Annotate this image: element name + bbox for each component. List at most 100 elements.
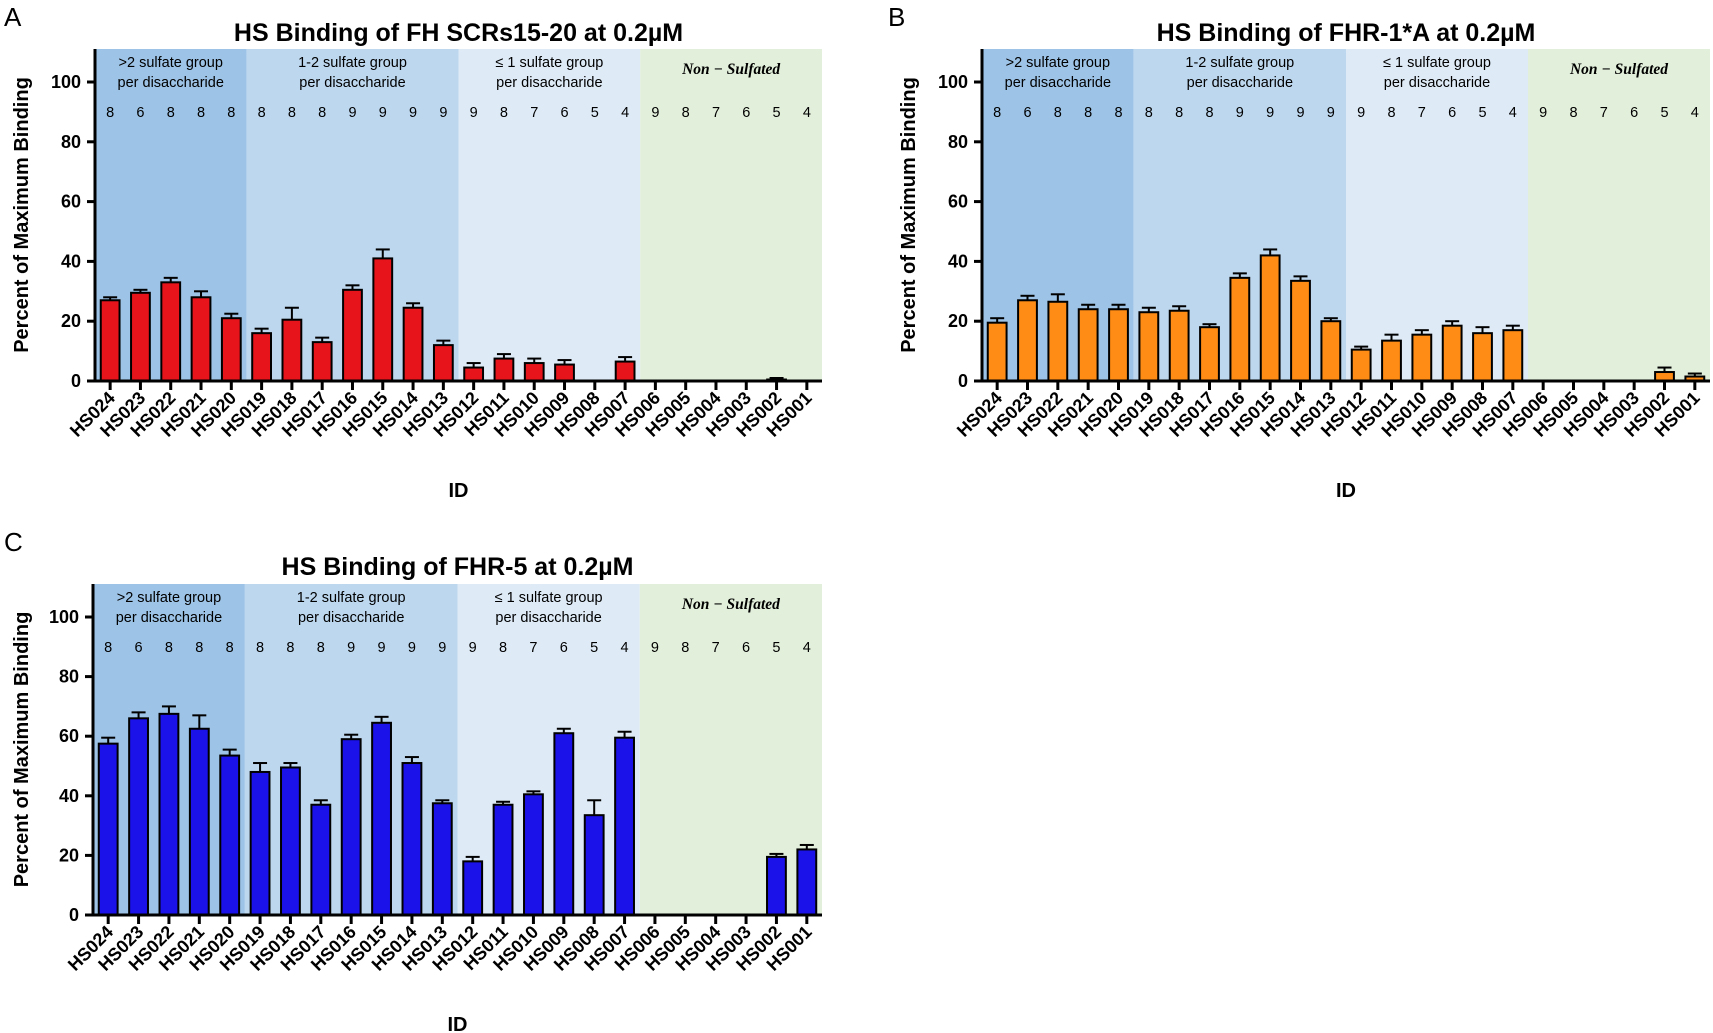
bar bbox=[1229, 276, 1251, 382]
n-label: 9 bbox=[379, 105, 387, 121]
n-label: 9 bbox=[409, 105, 417, 121]
bar bbox=[1077, 308, 1099, 382]
y-tick-label: 40 bbox=[61, 251, 81, 271]
region-label: >2 sulfate group bbox=[117, 590, 221, 606]
n-label: 8 bbox=[104, 640, 112, 656]
bar bbox=[97, 742, 119, 917]
n-label: 8 bbox=[681, 640, 689, 656]
region-label: ≤ 1 sulfate group bbox=[1383, 55, 1491, 71]
bar bbox=[523, 362, 545, 382]
bar bbox=[1259, 254, 1281, 382]
region-background-3 bbox=[1346, 49, 1528, 381]
bar bbox=[99, 299, 121, 382]
n-label: 8 bbox=[1084, 105, 1092, 121]
n-label: 9 bbox=[1266, 105, 1274, 121]
bar bbox=[1199, 326, 1220, 382]
region-background-4 bbox=[1528, 49, 1710, 381]
n-label: 8 bbox=[106, 105, 114, 121]
y-tick-label: 100 bbox=[938, 72, 968, 92]
n-label: 6 bbox=[742, 640, 750, 656]
n-label: 9 bbox=[348, 105, 356, 121]
n-label: 4 bbox=[621, 640, 629, 656]
n-label: 8 bbox=[226, 640, 234, 656]
n-label: 9 bbox=[1357, 105, 1365, 121]
y-tick-label: 80 bbox=[59, 667, 79, 687]
y-tick-label: 100 bbox=[49, 607, 79, 627]
y-tick-label: 20 bbox=[59, 845, 79, 865]
region-label: 1-2 sulfate group bbox=[298, 55, 407, 71]
n-label: 6 bbox=[1630, 105, 1638, 121]
bar bbox=[492, 803, 514, 916]
chart-panel-b: B HS Binding of FHR-1*A at 0.2µM >2 sulfat… bbox=[888, 2, 1710, 502]
panel-letter: C bbox=[4, 527, 23, 557]
n-label: 8 bbox=[318, 105, 326, 121]
region-label: 1-2 sulfate group bbox=[1185, 55, 1294, 71]
region-label: per disaccharide bbox=[1005, 75, 1111, 91]
n-label: 8 bbox=[317, 640, 325, 656]
n-label: 8 bbox=[1205, 105, 1213, 121]
n-label: 7 bbox=[529, 640, 537, 656]
region-background-3 bbox=[457, 584, 640, 915]
n-label: 5 bbox=[590, 640, 598, 656]
n-label: 8 bbox=[1114, 105, 1122, 121]
n-label: 6 bbox=[1448, 105, 1456, 121]
y-tick-label: 60 bbox=[61, 192, 81, 212]
bar bbox=[130, 291, 151, 383]
bar bbox=[614, 736, 635, 916]
bar bbox=[1047, 300, 1069, 383]
bar bbox=[372, 257, 394, 382]
bar bbox=[220, 317, 242, 382]
n-label: 7 bbox=[1600, 105, 1608, 121]
region-label: per disaccharide bbox=[1384, 75, 1490, 91]
bar bbox=[1138, 311, 1160, 383]
bar bbox=[1290, 279, 1311, 382]
n-label: 9 bbox=[1539, 105, 1547, 121]
bar bbox=[340, 738, 362, 916]
n-label: 4 bbox=[621, 105, 629, 121]
n-label: 7 bbox=[1418, 105, 1426, 121]
y-tick-label: 20 bbox=[948, 311, 968, 331]
bar bbox=[614, 360, 636, 383]
y-tick-label: 60 bbox=[59, 726, 79, 746]
region-label: 1-2 sulfate group bbox=[297, 590, 406, 606]
n-label: 9 bbox=[651, 105, 659, 121]
bar bbox=[432, 344, 454, 382]
region-background-4 bbox=[639, 584, 822, 915]
bar bbox=[371, 721, 392, 916]
chart-title: HS Binding of FH SCRs15-20 at 0.2µM bbox=[234, 19, 683, 47]
y-tick-label: 80 bbox=[948, 132, 968, 152]
bar bbox=[493, 357, 515, 383]
bar bbox=[431, 802, 453, 916]
bar bbox=[249, 770, 271, 917]
bar bbox=[401, 762, 423, 917]
bar bbox=[583, 814, 605, 916]
n-label: 7 bbox=[712, 640, 720, 656]
region-label: Non − Sulfated bbox=[1569, 61, 1668, 78]
n-label: 5 bbox=[1660, 105, 1668, 121]
x-axis-title: ID bbox=[1336, 480, 1356, 502]
chart-panel-c: C HS Binding of FHR-5 at 0.2µM >2 sulfate … bbox=[4, 527, 822, 1033]
y-axis-title: Percent of Maximum Binding bbox=[11, 77, 33, 353]
bar bbox=[462, 860, 484, 916]
bar bbox=[553, 732, 575, 916]
region-label: per disaccharide bbox=[299, 75, 405, 91]
n-label: 9 bbox=[469, 640, 477, 656]
y-tick-label: 0 bbox=[69, 905, 79, 925]
y-tick-label: 0 bbox=[71, 371, 81, 391]
bar bbox=[1411, 333, 1433, 382]
n-label: 6 bbox=[135, 640, 143, 656]
n-label: 6 bbox=[1023, 105, 1031, 121]
bar bbox=[766, 855, 787, 917]
bar bbox=[1350, 348, 1372, 383]
region-background-3 bbox=[458, 49, 641, 381]
region-label: Non − Sulfated bbox=[681, 596, 780, 613]
region-background-4 bbox=[640, 49, 822, 381]
n-label: 9 bbox=[1327, 105, 1335, 121]
panel-letter: B bbox=[888, 2, 905, 32]
n-label: 8 bbox=[227, 105, 235, 121]
n-label: 6 bbox=[136, 105, 144, 121]
bar bbox=[1381, 339, 1402, 383]
n-label: 9 bbox=[1236, 105, 1244, 121]
n-label: 8 bbox=[682, 105, 690, 121]
